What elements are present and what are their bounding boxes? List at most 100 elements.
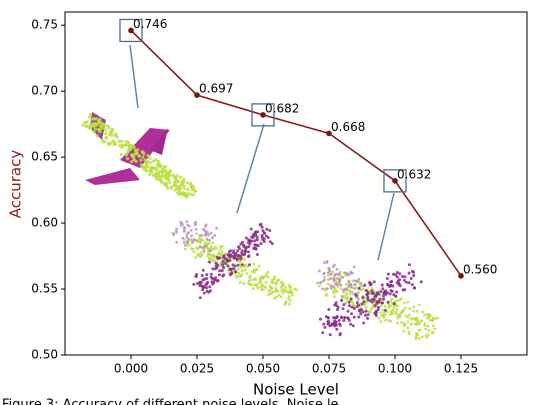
x-tick-label: 0.100 [378,362,412,376]
cloud-point [202,250,206,254]
cloud-point [192,282,196,286]
cloud-point [183,193,187,197]
cloud-point [274,295,278,299]
cloud-point [130,155,134,159]
cloud-point [334,272,337,276]
cloud-point [198,284,202,288]
cloud-point [165,172,169,176]
cloud-point [151,159,155,163]
cloud-point [412,305,416,309]
plane-wing [85,168,140,185]
cloud-point [270,278,274,282]
cloud-point [259,222,263,226]
cloud-point [383,308,387,312]
cloud-point [373,304,377,308]
cloud-point [403,275,407,279]
cloud-point [252,278,256,282]
cloud-point [273,275,277,279]
cloud-point [169,185,174,189]
cloud-point [319,281,323,285]
cloud-point [368,299,372,303]
cloud-point [333,263,336,267]
cloud-point [318,284,321,288]
cloud-point [120,145,124,150]
cloud-point [274,281,278,285]
cloud-point [335,327,339,331]
cloud-point [347,280,351,284]
cloud-point [221,263,225,267]
cloud-point [259,242,263,246]
cloud-point [241,256,245,260]
cloud-point [332,277,336,281]
cloud-point [248,276,251,279]
cloud-point [171,173,175,177]
cloud-point [257,281,261,285]
cloud-point [262,231,266,235]
cloud-point [323,325,327,329]
cloud-point [358,284,362,288]
cloud-point [347,289,350,293]
cloud-point [225,258,229,262]
cloud-point [216,253,220,257]
cloud-point [240,249,244,253]
cloud-point [218,256,222,260]
cloud-point [362,321,366,325]
connector [377,192,395,261]
cloud-point [232,256,236,260]
cloud-point [280,286,283,289]
cloud-point [326,319,330,323]
cloud-point [252,262,256,266]
cloud-point [110,127,114,132]
cloud-point [353,286,357,290]
cloud-point [333,295,336,299]
cloud-point [362,300,366,304]
cloud-point [335,315,339,319]
cloud-point [400,320,403,324]
cloud-point [352,292,356,296]
cloud-point [387,319,391,322]
cloud-point [239,275,243,278]
cloud-point [332,285,336,289]
y-tick-label: 0.50 [31,348,58,362]
cloud-point [385,282,389,286]
cloud-point [206,252,210,256]
cloud-point [167,178,171,182]
cloud-point [189,229,193,232]
point [128,27,134,34]
cloud-point [274,286,277,290]
cloud-point [332,316,336,320]
cloud-point [273,296,276,300]
cloud-point [262,284,266,288]
cloud-point [407,281,411,285]
cloud-point [374,294,378,298]
cloud-point [104,136,108,140]
cloud-point [384,292,388,296]
cloud-point [383,304,387,308]
cloud-point [215,226,219,230]
cloud-point [191,187,195,191]
cloud-point [205,277,209,281]
cloud-point [414,337,418,340]
cloud-point [334,303,338,307]
cloud-point [119,152,123,156]
cloud-point [156,159,161,164]
cloud-point [327,308,331,312]
cloud-point [221,259,225,263]
cloud-point [200,253,204,257]
cloud-point [418,328,422,332]
cloud-point [406,316,410,319]
cloud-point [218,269,222,273]
y-tick-label: 0.55 [31,282,58,296]
cloud-point [365,316,369,320]
cloud-point [146,153,150,158]
cloud-point [389,280,393,284]
highlight-box [383,169,407,193]
cloud-point [200,246,204,249]
cloud-point [354,294,358,298]
cloud-point [146,165,150,169]
cloud-point [209,272,213,276]
cloud-point [417,303,421,307]
cloud-point [372,291,376,295]
cloud-point [179,221,183,224]
cloud-point [216,279,220,283]
